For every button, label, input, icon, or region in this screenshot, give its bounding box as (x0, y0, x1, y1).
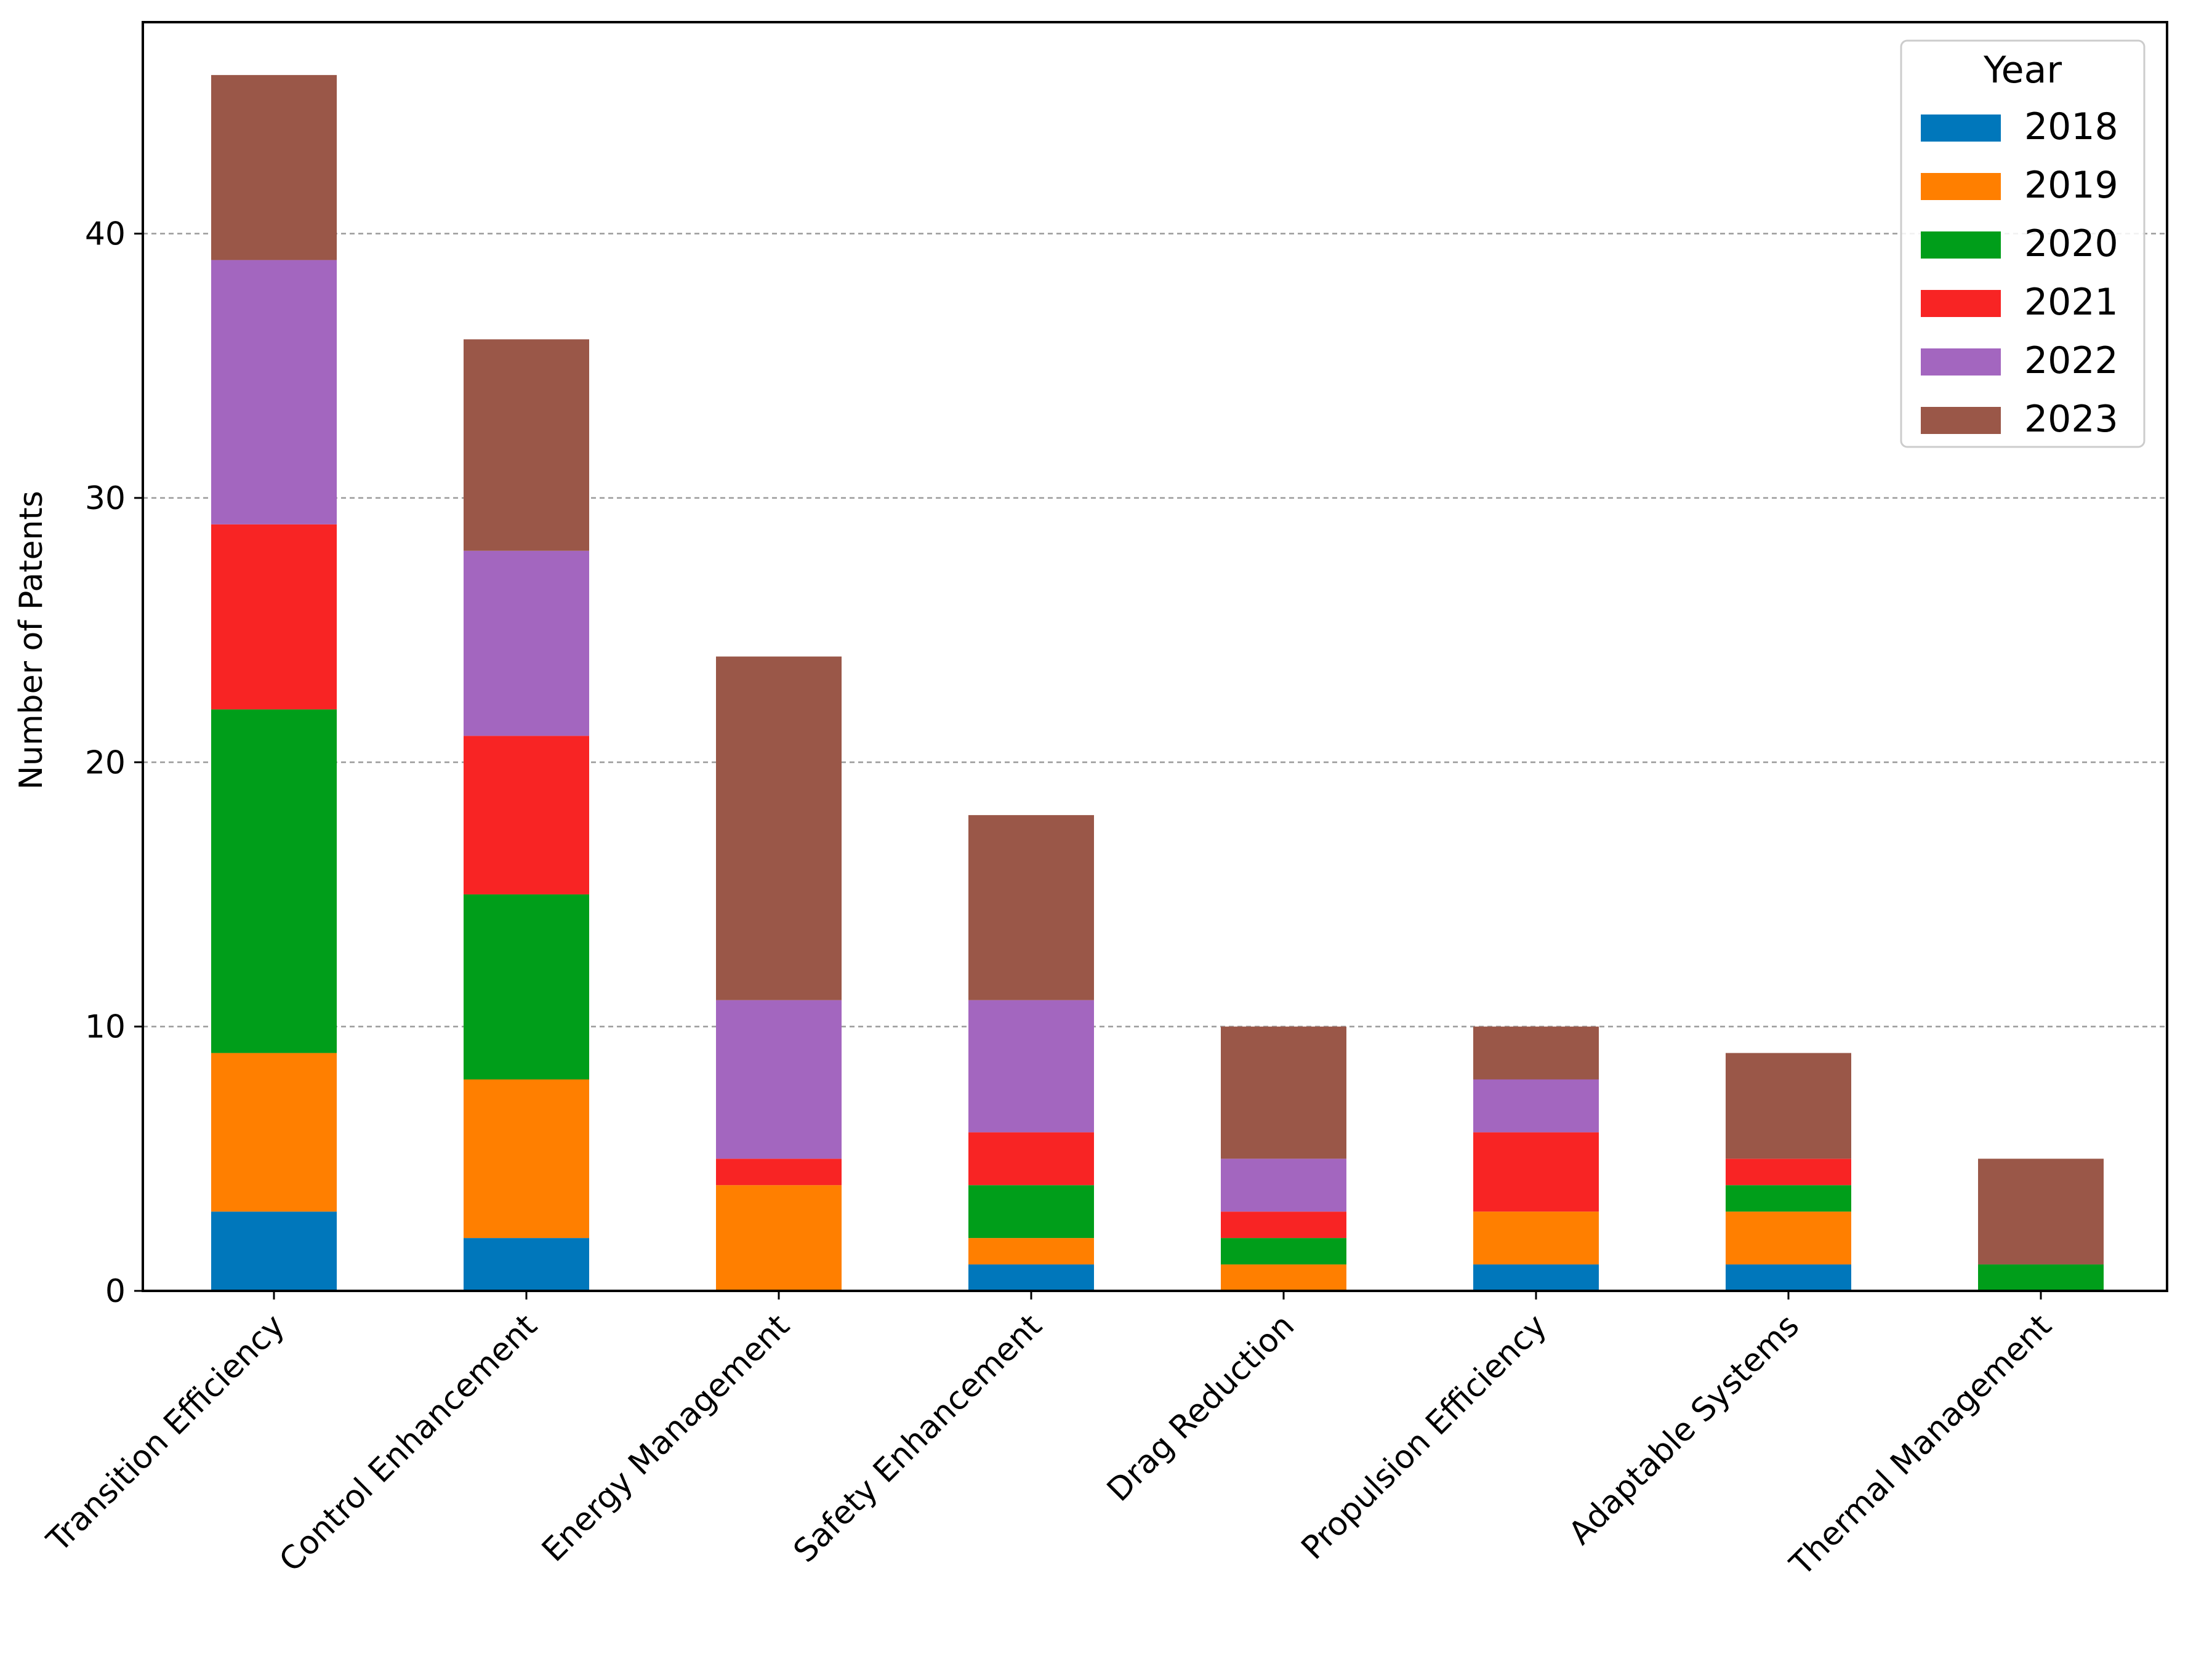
bar-segment[interactable] (968, 1000, 1094, 1133)
legend-title: Year (1983, 49, 2062, 92)
x-tick-label: Energy Management (535, 1308, 797, 1569)
bar-segment[interactable] (1221, 1159, 1346, 1212)
bar-segment[interactable] (1473, 1211, 1599, 1265)
bar-segment[interactable] (1221, 1211, 1346, 1239)
y-tick-label: 40 (85, 216, 126, 253)
legend-swatch (1921, 231, 2001, 259)
y-tick-label: 10 (85, 1009, 126, 1046)
plot-frame (142, 21, 2168, 1292)
legend-swatch (1921, 114, 2001, 142)
legend-box (1900, 39, 2146, 448)
x-tick-label: Drag Reduction (1100, 1308, 1301, 1509)
bar-segment[interactable] (211, 260, 337, 524)
bar-segment[interactable] (1473, 1264, 1599, 1291)
bar-segment[interactable] (1726, 1185, 1851, 1212)
legend-label: 2021 (2024, 281, 2118, 324)
bar-segment[interactable] (1978, 1264, 2104, 1291)
bar-segment[interactable] (211, 74, 337, 260)
legend-label: 2019 (2024, 164, 2118, 207)
bar-segment[interactable] (211, 1211, 337, 1291)
legend-swatch (1921, 348, 2001, 376)
x-tick-label: Control Enhancement (272, 1308, 544, 1580)
gridlines (143, 233, 2167, 1027)
legend-label: 2020 (2024, 222, 2118, 265)
x-tick-label: Adaptable Systems (1562, 1308, 1806, 1552)
bar-segment[interactable] (1726, 1264, 1851, 1291)
bar-segment[interactable] (211, 1053, 337, 1212)
bar-segment[interactable] (1221, 1264, 1346, 1291)
bar-segment[interactable] (464, 550, 589, 736)
bar-segment[interactable] (716, 1185, 842, 1291)
bar-segment[interactable] (1726, 1159, 1851, 1186)
y-tick-label: 20 (85, 744, 126, 781)
bar-segment[interactable] (1726, 1053, 1851, 1159)
bar-segment[interactable] (211, 524, 337, 710)
bar-segment[interactable] (1221, 1026, 1346, 1159)
x-tick-label: Propulsion Efficiency (1295, 1308, 1554, 1567)
legend-swatch (1921, 407, 2001, 434)
bar-segment[interactable] (716, 656, 842, 1000)
bar-segment[interactable] (968, 1132, 1094, 1186)
y-axis-title: Number of Patents (13, 491, 50, 790)
bar-segment[interactable] (968, 1185, 1094, 1239)
bar-segment[interactable] (968, 1264, 1094, 1291)
bars (211, 74, 2104, 1291)
y-tick-label: 30 (85, 480, 126, 517)
bar-segment[interactable] (1221, 1238, 1346, 1265)
bar-segment[interactable] (464, 894, 589, 1080)
bar-segment[interactable] (1978, 1159, 2104, 1265)
bar-segment[interactable] (464, 339, 589, 551)
legend[interactable]: Year 2018 2019 2020 2021 2022 2023 (1900, 39, 2146, 448)
bar-segment[interactable] (968, 1238, 1094, 1265)
bar-segment[interactable] (464, 1079, 589, 1239)
bar-segment[interactable] (1473, 1079, 1599, 1133)
legend-swatch (1921, 173, 2001, 200)
bar-segment[interactable] (716, 1000, 842, 1159)
legend-label: 2018 (2024, 105, 2118, 148)
bar-segment[interactable] (1726, 1211, 1851, 1265)
legend-swatch (1921, 290, 2001, 317)
legend-label: 2022 (2024, 339, 2118, 382)
bar-segment[interactable] (211, 709, 337, 1053)
bar-segment[interactable] (716, 1159, 842, 1186)
bar-segment[interactable] (464, 736, 589, 894)
bar-segment[interactable] (1473, 1132, 1599, 1212)
bar-segment[interactable] (1473, 1026, 1599, 1080)
x-tick-label: Safety Enhancement (787, 1308, 1049, 1570)
bar-segment[interactable] (464, 1238, 589, 1291)
x-tick-label: Thermal Management (1783, 1308, 2059, 1583)
legend-label: 2023 (2024, 398, 2118, 441)
bar-segment[interactable] (968, 815, 1094, 1000)
y-tick-label: 0 (105, 1273, 126, 1310)
x-tick-label: Transition Efficiency (39, 1308, 292, 1560)
